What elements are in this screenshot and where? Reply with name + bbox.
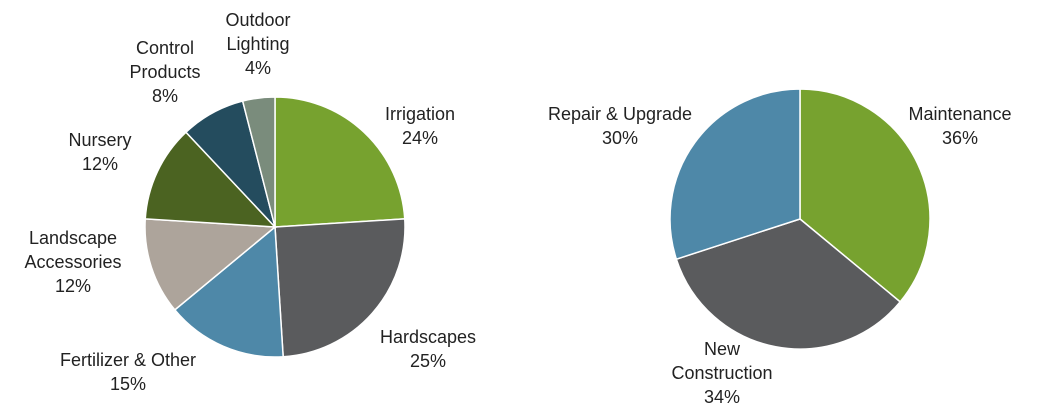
value-label: 12% xyxy=(54,276,92,296)
slice-label: Hardscapes 25% xyxy=(368,325,488,373)
category-label: Control Products xyxy=(129,38,201,82)
value-label: 8% xyxy=(151,86,178,106)
value-label: 15% xyxy=(109,374,147,394)
pie-slice xyxy=(274,218,406,358)
slice-label: Irrigation 24% xyxy=(360,102,480,150)
category-label: Repair & Upgrade xyxy=(547,104,693,124)
value-label: 36% xyxy=(941,128,979,148)
pie-slice xyxy=(669,88,801,261)
pie-slice xyxy=(241,96,276,228)
pie-slice xyxy=(173,225,284,358)
category-label: Irrigation xyxy=(384,104,456,124)
category-label: Fertilizer & Other xyxy=(59,350,197,370)
category-label: Outdoor Lighting xyxy=(225,10,291,54)
pie-slice xyxy=(144,131,277,228)
pie-slice xyxy=(675,218,902,350)
category-label: Maintenance xyxy=(908,104,1012,124)
value-label: 12% xyxy=(81,154,119,174)
value-label: 25% xyxy=(409,351,447,371)
value-label: 4% xyxy=(244,58,271,78)
slice-label: Repair & Upgrade 30% xyxy=(520,102,720,150)
slice-label: Fertilizer & Other 15% xyxy=(33,348,223,396)
category-label: Nursery xyxy=(68,130,132,150)
slice-label: Maintenance 36% xyxy=(890,102,1030,150)
category-label: Hardscapes xyxy=(379,327,477,347)
pie-slice xyxy=(274,96,406,228)
value-label: 24% xyxy=(401,128,439,148)
category-label: Landscape Accessories xyxy=(24,228,122,272)
pie-slice xyxy=(144,218,277,311)
slice-label: New Construction 34% xyxy=(662,337,782,409)
slice-label: Outdoor Lighting 4% xyxy=(213,8,303,80)
value-label: 30% xyxy=(601,128,639,148)
pie-slice xyxy=(799,88,931,303)
slice-label: Landscape Accessories 12% xyxy=(16,226,131,298)
slice-label: Nursery 12% xyxy=(50,128,150,176)
value-label: 34% xyxy=(703,387,741,407)
slice-label: Control Products 8% xyxy=(115,36,215,108)
category-label: New Construction xyxy=(671,339,773,383)
